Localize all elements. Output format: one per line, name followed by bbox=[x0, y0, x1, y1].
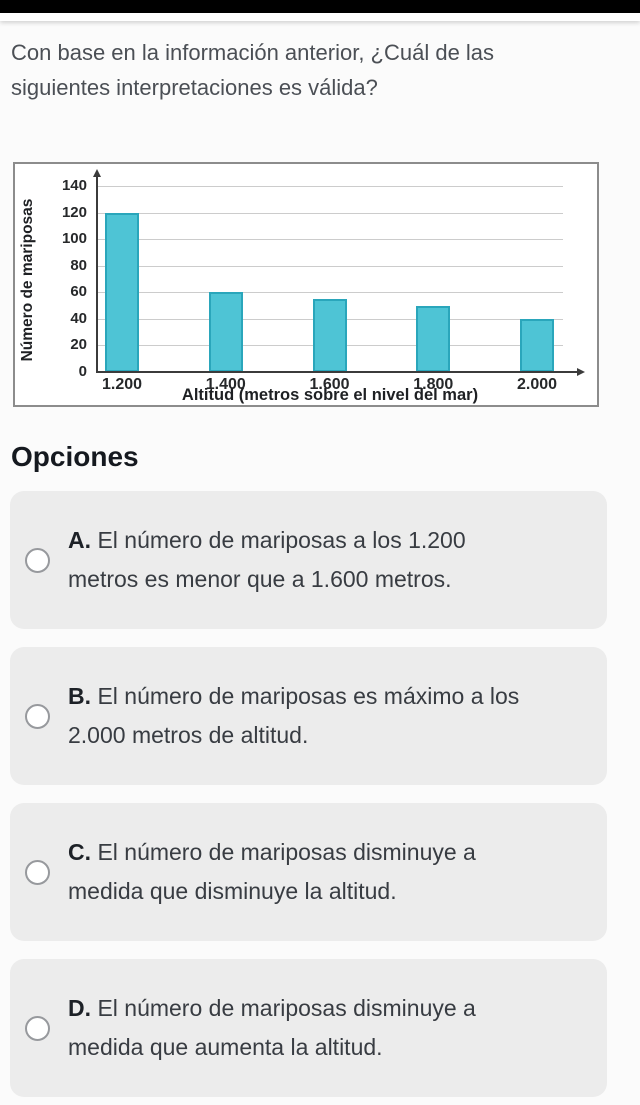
y-axis-arrow-icon bbox=[92, 169, 101, 177]
bar-2.000 bbox=[520, 318, 554, 372]
option-card-b[interactable]: B. El número de mariposas es máximo a los… bbox=[10, 647, 607, 785]
options-heading: Opciones bbox=[11, 441, 139, 472]
option-letter: C. bbox=[68, 839, 91, 865]
option-radio-c[interactable] bbox=[25, 859, 50, 885]
bar-1.200 bbox=[105, 212, 139, 372]
option-card-d[interactable]: D. El número de mariposas disminuye a med… bbox=[10, 959, 607, 1097]
y-axis-title: Número de mariposas bbox=[19, 198, 36, 362]
y-tick-label: 40 bbox=[70, 309, 87, 327]
option-radio-d[interactable] bbox=[25, 1015, 50, 1041]
option-card-c[interactable]: C. El número de mariposas disminuye a med… bbox=[10, 803, 607, 941]
gridline bbox=[98, 265, 563, 267]
bar-1.600 bbox=[312, 298, 347, 372]
top-black-bar bbox=[0, 0, 640, 13]
y-tick-label: 140 bbox=[61, 177, 87, 194]
chart-plot: 0 20 40 60 80 100 120 140 1.200 1.400 1.600 1.800 2.… bbox=[15, 164, 597, 405]
option-text: D. El número de mariposas disminuye a med… bbox=[68, 995, 476, 1060]
x-tick-label: 1.800 bbox=[413, 376, 454, 393]
option-card-a[interactable]: A. El número de mariposas a los 1.200 met… bbox=[10, 491, 607, 629]
x-tick-label: 1.400 bbox=[205, 376, 246, 393]
option-text: B. El número de mariposas es máximo a los… bbox=[68, 683, 520, 748]
option-letter: B. bbox=[68, 683, 91, 709]
gridline bbox=[98, 186, 563, 187]
y-tick-label: 100 bbox=[61, 230, 87, 248]
option-letter: A. bbox=[68, 527, 91, 553]
option-text: A. El número de mariposas a los 1.200 met… bbox=[68, 527, 466, 592]
y-tick-label: 60 bbox=[70, 283, 87, 301]
gridline bbox=[98, 292, 563, 294]
x-tick-label: 1.600 bbox=[309, 376, 350, 393]
y-tick-label: 20 bbox=[70, 336, 87, 354]
x-tick-label: 2.000 bbox=[516, 376, 558, 393]
options-list: A. El número de mariposas a los 1.200 met… bbox=[10, 491, 640, 1097]
option-letter: D. bbox=[68, 995, 91, 1021]
x-tick-label: 1.200 bbox=[101, 376, 143, 393]
x-axis-line bbox=[97, 371, 579, 373]
x-axis-title: Altitud (metros sobre el nivel del mar) bbox=[181, 386, 479, 404]
x-axis-arrow-icon bbox=[577, 367, 585, 376]
question-text: Con base en la información anterior, ¿Cu… bbox=[11, 40, 495, 100]
butterflies-bar-chart: 0 20 40 60 80 100 120 140 1.200 1.400 1.600 1.800 2.… bbox=[13, 162, 599, 407]
option-radio-b[interactable] bbox=[25, 703, 50, 729]
option-text: C. El número de mariposas disminuye a med… bbox=[68, 839, 476, 904]
header-strip bbox=[0, 13, 640, 21]
y-tick-label: 80 bbox=[70, 256, 87, 274]
y-tick-label: 120 bbox=[61, 203, 87, 221]
bar-1.800 bbox=[416, 305, 451, 372]
y-axis-line bbox=[96, 176, 98, 373]
option-radio-a[interactable] bbox=[25, 547, 50, 573]
bar-1.400 bbox=[208, 292, 243, 372]
gridline bbox=[98, 212, 563, 214]
gridline bbox=[98, 239, 563, 241]
y-tick-label: 0 bbox=[78, 363, 87, 380]
